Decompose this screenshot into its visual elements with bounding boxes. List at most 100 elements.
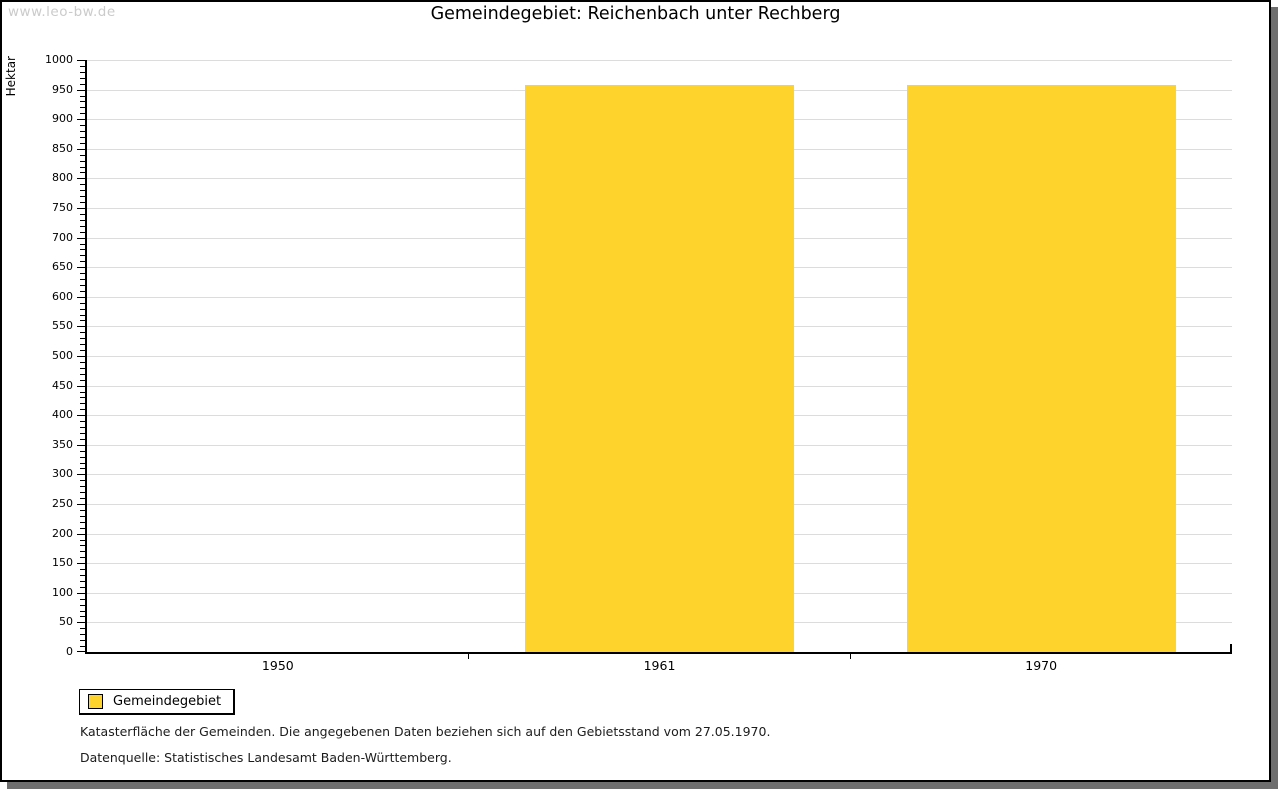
y-minor-tick — [80, 125, 85, 127]
y-tick-label: 200 — [52, 526, 73, 540]
footnote-datenquelle: Datenquelle: Statistisches Landesamt Bad… — [80, 750, 452, 765]
y-tick-label: 650 — [52, 260, 73, 274]
y-major-tick — [77, 444, 85, 446]
y-axis-title: Hektar — [4, 56, 18, 97]
y-major-tick — [77, 326, 85, 328]
y-minor-tick — [80, 77, 85, 79]
y-minor-tick — [80, 450, 85, 452]
watermark: www.leo-bw.de — [8, 4, 116, 20]
y-minor-tick — [80, 598, 85, 600]
y-major-tick — [77, 178, 85, 180]
y-major-tick — [77, 415, 85, 417]
y-minor-tick — [80, 71, 85, 73]
x-category-label: 1970 — [1025, 658, 1058, 673]
y-minor-tick — [80, 539, 85, 541]
x-axis-end-tick — [1230, 644, 1232, 652]
y-major-tick — [77, 385, 85, 387]
y-major-tick — [77, 237, 85, 239]
y-minor-tick — [80, 421, 85, 423]
y-minor-tick — [80, 575, 85, 577]
y-minor-tick — [80, 344, 85, 346]
y-minor-tick — [80, 515, 85, 517]
y-tick-label: 550 — [52, 319, 73, 333]
y-tick-label: 600 — [52, 289, 73, 303]
y-minor-tick — [80, 101, 85, 103]
y-minor-tick — [80, 172, 85, 174]
y-minor-tick — [80, 83, 85, 85]
y-major-tick — [77, 651, 85, 652]
x-boundary-tick — [849, 652, 851, 659]
y-minor-tick — [80, 391, 85, 393]
y-minor-tick — [80, 551, 85, 553]
y-minor-tick — [80, 432, 85, 434]
y-minor-tick — [80, 427, 85, 429]
y-minor-tick — [80, 586, 85, 588]
x-category-label: 1961 — [643, 658, 676, 673]
bar-1961[interactable] — [525, 84, 794, 652]
y-minor-tick — [80, 367, 85, 369]
y-minor-tick — [80, 196, 85, 198]
chart-title: Gemeindegebiet: Reichenbach unter Rechbe… — [430, 4, 841, 24]
y-minor-tick — [80, 190, 85, 192]
y-minor-tick — [80, 184, 85, 186]
y-minor-tick — [80, 610, 85, 612]
y-major-tick — [77, 356, 85, 357]
y-tick-label: 300 — [52, 467, 73, 481]
y-tick-label: 900 — [52, 112, 73, 126]
y-minor-tick — [80, 95, 85, 97]
y-tick-label: 450 — [52, 378, 73, 392]
y-minor-tick — [80, 350, 85, 352]
y-tick-label: 50 — [59, 615, 73, 629]
y-minor-tick — [80, 361, 85, 363]
y-minor-tick — [80, 142, 85, 144]
y-minor-tick — [80, 373, 85, 375]
y-minor-tick — [80, 397, 85, 399]
y-major-tick — [77, 504, 85, 505]
y-major-tick — [77, 563, 85, 565]
y-minor-tick — [80, 409, 85, 411]
y-minor-tick — [80, 640, 85, 642]
y-minor-tick — [80, 166, 85, 168]
legend-label: Gemeindegebiet — [113, 694, 222, 709]
y-major-tick — [77, 208, 85, 209]
y-minor-tick — [80, 456, 85, 458]
y-tick-label: 950 — [52, 82, 73, 96]
y-major-tick — [77, 533, 85, 535]
y-tick-label: 500 — [52, 349, 73, 362]
y-minor-tick — [80, 160, 85, 162]
y-major-tick — [77, 148, 85, 150]
y-minor-tick — [80, 249, 85, 251]
x-category-label: 1950 — [261, 658, 294, 673]
y-minor-tick — [80, 403, 85, 405]
y-major-tick — [77, 119, 85, 121]
y-tick-label: 150 — [52, 556, 73, 570]
y-minor-tick — [80, 545, 85, 547]
y-major-tick — [77, 60, 85, 61]
y-minor-tick — [80, 279, 85, 281]
y-tick-label: 800 — [52, 171, 73, 185]
y-tick-label: 850 — [52, 141, 73, 155]
y-tick-label: 750 — [52, 201, 73, 214]
y-minor-tick — [80, 113, 85, 115]
y-minor-tick — [80, 107, 85, 109]
y-minor-tick — [80, 320, 85, 322]
y-tick-label: 350 — [52, 437, 73, 451]
legend-swatch-icon — [88, 694, 103, 709]
y-minor-tick — [80, 509, 85, 511]
y-minor-tick — [80, 225, 85, 227]
y-minor-tick — [80, 65, 85, 67]
y-minor-tick — [80, 219, 85, 221]
y-tick-label: 0 — [66, 645, 73, 658]
y-major-tick — [77, 296, 85, 298]
y-minor-tick — [80, 273, 85, 275]
y-minor-tick — [80, 290, 85, 292]
legend-box: Gemeindegebiet — [79, 689, 236, 715]
y-minor-tick — [80, 438, 85, 440]
y-minor-tick — [80, 261, 85, 263]
bar-1970[interactable] — [906, 84, 1176, 652]
y-minor-tick — [80, 628, 85, 630]
y-minor-tick — [80, 527, 85, 529]
y-minor-tick — [80, 338, 85, 340]
y-minor-tick — [80, 136, 85, 138]
